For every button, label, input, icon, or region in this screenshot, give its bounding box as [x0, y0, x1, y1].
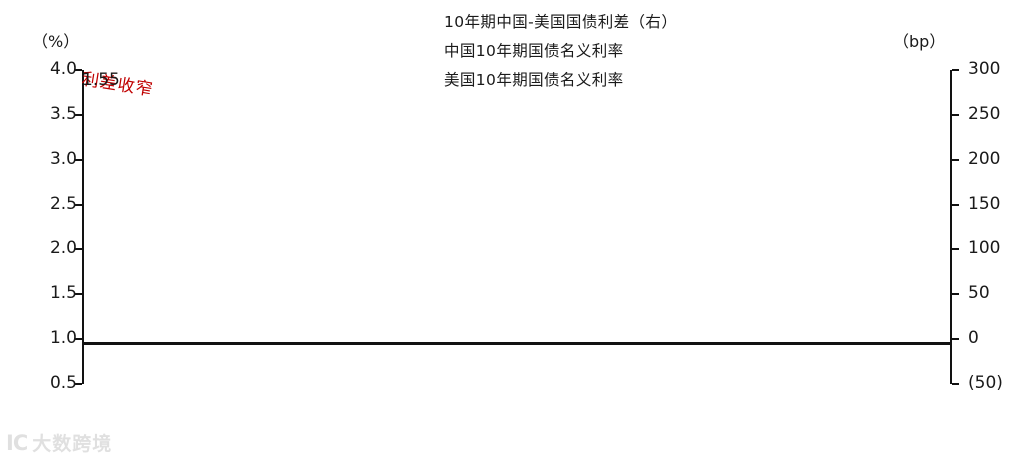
plot-area: 4.0 3.5 3.0 2.5 2.0 1.5 1.0 0.5 300 250 200 150 100…	[50, 59, 1003, 393]
watermark-logo-icon: IC	[6, 430, 28, 455]
right-tick-mark	[952, 113, 959, 116]
left-tick-mark	[75, 113, 82, 116]
left-axis-unit: （%）	[32, 32, 80, 51]
right-tick-mark	[952, 293, 959, 296]
right-tick-mark	[952, 158, 959, 161]
right-tick-label: 50	[968, 283, 990, 304]
left-tick-mark	[75, 69, 82, 71]
right-tick-mark	[952, 203, 959, 206]
left-tick-mark	[75, 158, 82, 161]
right-axis-unit: （bp）	[893, 32, 946, 51]
left-tick-label: 3.5	[49, 103, 77, 124]
left-axis-line	[82, 70, 84, 384]
legend-item-china-rate: 中国10年期国债名义利率	[362, 35, 882, 64]
right-tick-label: 200	[968, 148, 1001, 169]
bar-swatch-icon	[362, 14, 432, 28]
left-tick-label: 4.0	[49, 59, 77, 79]
left-tick-mark	[75, 383, 82, 385]
series-canvas	[82, 70, 952, 384]
left-tick-label: 2.0	[49, 238, 77, 259]
right-tick-label: 0	[968, 328, 979, 349]
legend-label-us-rate: 美国10年期国债名义利率	[444, 70, 624, 89]
left-tick-label: 1.5	[49, 283, 77, 304]
right-tick-mark	[952, 383, 959, 385]
right-axis-line	[950, 70, 952, 384]
left-tick-label: 1.0	[49, 328, 77, 349]
legend-label-china-rate: 中国10年期国债名义利率	[444, 41, 624, 60]
left-tick-label: 2.5	[49, 193, 77, 214]
right-tick-mark	[952, 69, 959, 71]
left-tick-mark	[75, 248, 82, 251]
left-tick-mark	[75, 203, 82, 206]
left-tick-label: 0.5	[49, 373, 77, 393]
right-tick-label: 300	[968, 59, 1001, 79]
value-annotation: 1.55	[82, 70, 120, 90]
right-tick-label: 150	[968, 193, 1001, 214]
left-tick-label: 3.0	[49, 148, 77, 169]
solid-line-swatch-icon	[362, 43, 432, 57]
watermark: IC 大数跨境	[6, 429, 112, 456]
right-tick-mark	[952, 338, 959, 341]
right-tick-label: 100	[968, 238, 1001, 259]
legend-item-us-rate: 美国10年期国债名义利率	[362, 64, 882, 93]
watermark-text: 大数跨境	[32, 433, 113, 455]
chart-legend: 10年期中国-美国国债利差（右） 中国10年期国债名义利率 美国10年期国债名义…	[362, 6, 882, 93]
legend-item-spread: 10年期中国-美国国债利差（右）	[362, 6, 882, 35]
legend-label-spread: 10年期中国-美国国债利差（右）	[444, 12, 678, 31]
right-tick-label: (50)	[968, 373, 1003, 393]
left-tick-mark	[75, 293, 82, 296]
zero-baseline	[82, 342, 952, 345]
right-tick-mark	[952, 248, 959, 251]
right-tick-label: 250	[968, 103, 1001, 124]
left-tick-mark	[75, 338, 82, 341]
